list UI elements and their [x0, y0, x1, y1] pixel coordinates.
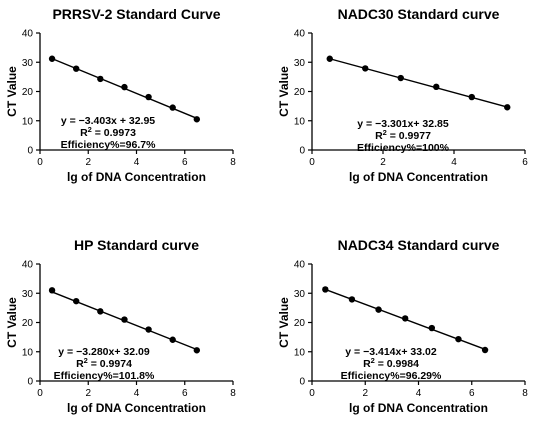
- x-tick-label: 0: [37, 157, 43, 168]
- y-tick-label: 40: [22, 29, 34, 40]
- equation-label: y = −3.280x+ 32.09: [58, 346, 150, 358]
- data-point: [145, 93, 152, 101]
- efficiency-label: Efficiency%=96.7%: [61, 139, 157, 151]
- x-tick-label: 4: [451, 157, 457, 168]
- chart-panel: NADC30 Standard curve 0 10 20 30 40 0 2 4 6 lg of …: [277, 6, 528, 184]
- y-tick-label: 20: [22, 318, 34, 329]
- y-tick-label: 30: [22, 58, 34, 69]
- chart-title: PRRSV-2 Standard Curve: [52, 6, 220, 22]
- x-tick-label: 2: [362, 388, 368, 399]
- data-point: [145, 326, 152, 333]
- data-point: [48, 287, 56, 294]
- chart-panel: PRRSV-2 Standard Curve 0 10 20 30 40 0 2 4 6 8 lg o…: [5, 6, 236, 184]
- data-point: [72, 65, 80, 72]
- x-tick-label: 6: [182, 157, 188, 168]
- data-point: [97, 308, 104, 315]
- data-point: [169, 104, 176, 111]
- y-tick-label: 40: [294, 29, 306, 40]
- x-tick-label: 8: [230, 388, 236, 399]
- data-point: [375, 306, 382, 313]
- chart-title: NADC34 Standard curve: [338, 237, 500, 253]
- data-point: [193, 347, 201, 354]
- x-tick-label: 4: [134, 157, 140, 168]
- x-tick-label: 0: [309, 388, 315, 399]
- chart-title: HP Standard curve: [74, 237, 199, 253]
- equation-label: y = −3.301x+ 32.85: [357, 118, 449, 130]
- equation-label: y = −3.403x + 32.95: [61, 115, 155, 127]
- x-tick-label: 0: [309, 157, 315, 168]
- x-tick-label: 4: [416, 388, 422, 399]
- data-point: [397, 74, 404, 82]
- y-axis-label: CT Value: [277, 66, 291, 117]
- y-axis-label: CT Value: [5, 297, 19, 348]
- data-point: [455, 335, 462, 343]
- data-point: [121, 316, 128, 323]
- data-point: [169, 336, 176, 343]
- chart-panel: NADC34 Standard curve 0 10 20 30 40 0 2 4 6 8 lg of…: [277, 237, 528, 415]
- y-tick-label: 20: [294, 87, 306, 98]
- x-axis-label: lg of DNA Concentration: [67, 170, 206, 184]
- r-squared-label: R2 = 0.9977: [375, 128, 431, 142]
- data-point: [348, 296, 356, 303]
- y-tick-label: 20: [22, 87, 34, 98]
- data-point: [326, 55, 333, 62]
- y-tick-label: 0: [299, 377, 305, 388]
- equation-label: y = −3.414x+ 33.02: [345, 346, 437, 358]
- y-tick-label: 10: [22, 116, 34, 127]
- data-point: [481, 346, 489, 354]
- data-point: [428, 324, 436, 332]
- y-tick-label: 30: [22, 289, 34, 300]
- x-tick-label: 8: [522, 388, 528, 399]
- data-point: [401, 315, 409, 322]
- y-tick-label: 10: [22, 347, 34, 358]
- x-axis-label: lg of DNA Concentration: [349, 401, 488, 415]
- r-squared-label: R2 = 0.9974: [76, 356, 132, 370]
- efficiency-label: Efficiency%=96.29%: [341, 370, 442, 382]
- x-tick-label: 8: [230, 157, 236, 168]
- chart-panel: HP Standard curve 0 10 20 30 40 0 2 4 6 8 lg of DNA…: [5, 237, 236, 415]
- x-tick-label: 2: [85, 157, 91, 168]
- data-point: [504, 104, 511, 111]
- y-tick-label: 30: [294, 58, 306, 69]
- y-tick-label: 10: [294, 116, 306, 127]
- chart-title: NADC30 Standard curve: [338, 6, 500, 22]
- data-point: [193, 116, 201, 123]
- y-axis-label: CT Value: [5, 66, 19, 117]
- fit-line: [329, 58, 508, 108]
- x-tick-label: 0: [37, 388, 43, 399]
- data-point: [97, 75, 104, 83]
- y-tick-label: 10: [294, 347, 306, 358]
- efficiency-label: Efficiency%=100%: [357, 142, 450, 154]
- x-axis-label: lg of DNA Concentration: [67, 401, 206, 415]
- x-tick-label: 6: [522, 157, 528, 168]
- x-tick-label: 2: [85, 388, 91, 399]
- data-point: [433, 83, 440, 91]
- y-tick-label: 20: [294, 318, 306, 329]
- y-axis-label: CT Value: [277, 297, 291, 348]
- y-tick-label: 0: [299, 146, 305, 157]
- efficiency-label: Efficiency%=101.8%: [54, 370, 155, 382]
- r-squared-label: R2 = 0.9984: [363, 356, 419, 370]
- y-tick-label: 40: [294, 260, 306, 271]
- data-point: [72, 297, 80, 305]
- data-point: [322, 286, 329, 293]
- y-tick-label: 0: [27, 146, 33, 157]
- x-tick-label: 2: [380, 157, 386, 168]
- x-tick-label: 6: [469, 388, 475, 399]
- y-tick-label: 30: [294, 289, 306, 300]
- x-tick-label: 4: [134, 388, 140, 399]
- x-tick-label: 6: [182, 388, 188, 399]
- data-point: [121, 83, 128, 91]
- data-point: [362, 65, 369, 72]
- y-tick-label: 40: [22, 260, 34, 271]
- data-point: [468, 93, 475, 101]
- r-squared-label: R2 = 0.9973: [80, 125, 136, 139]
- y-tick-label: 0: [27, 377, 33, 388]
- data-point: [48, 55, 56, 62]
- x-axis-label: lg of DNA Concentration: [349, 170, 488, 184]
